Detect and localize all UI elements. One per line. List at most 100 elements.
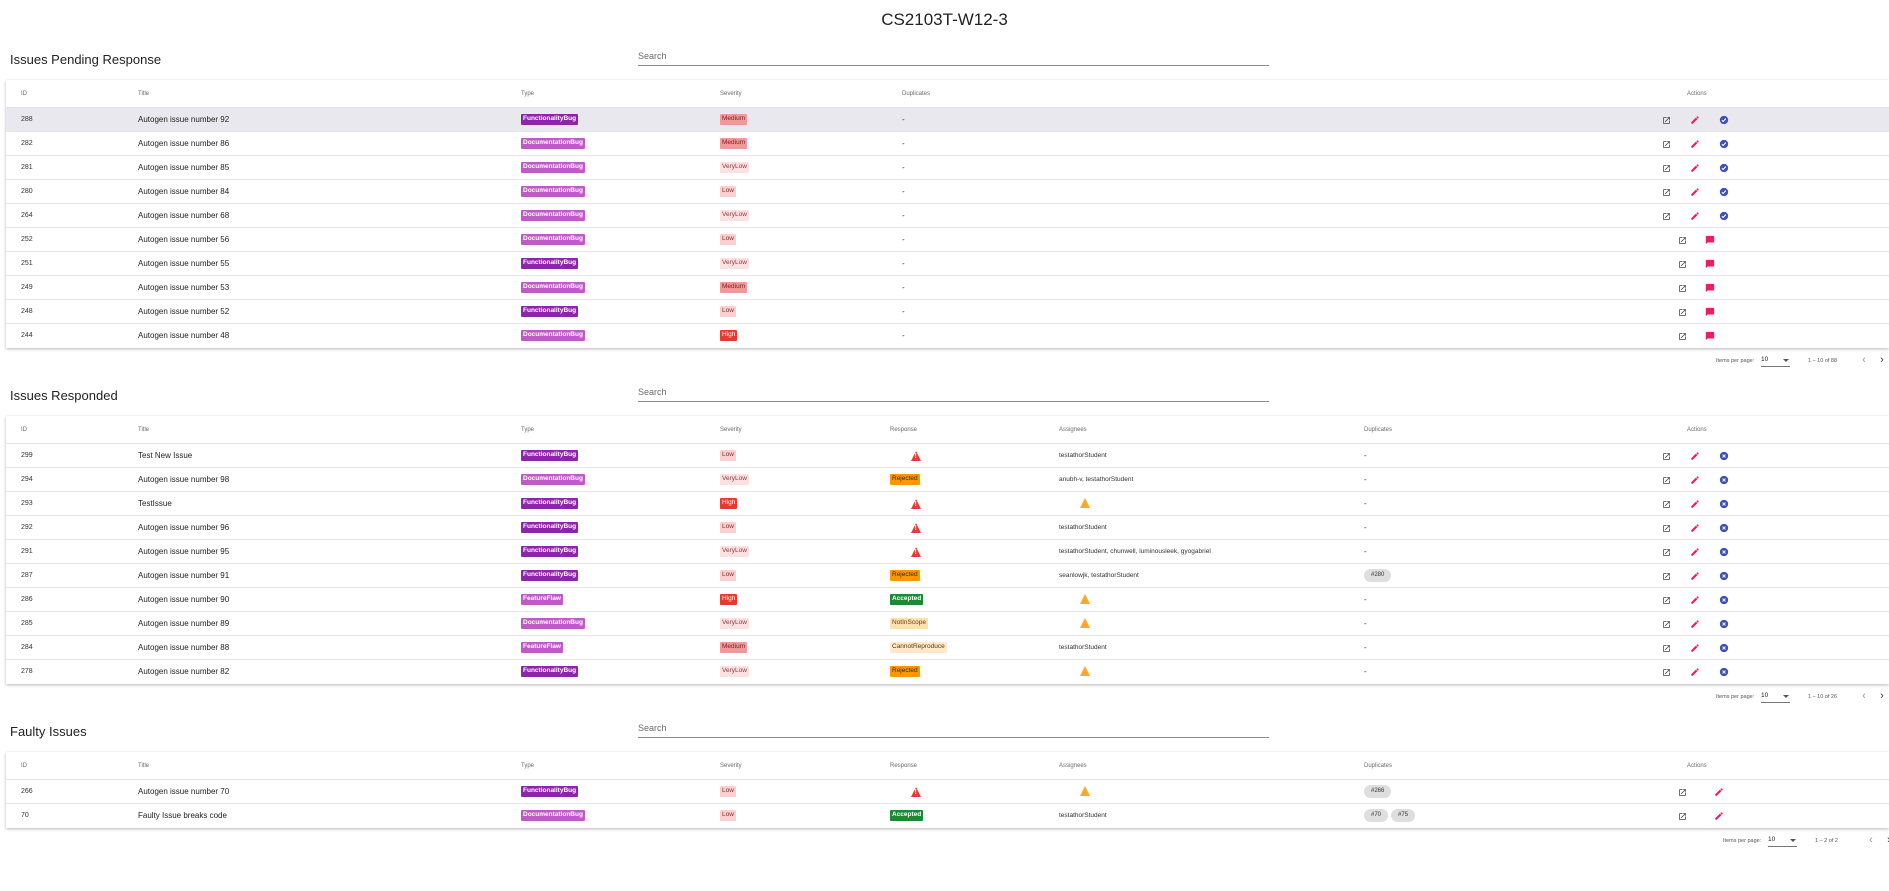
respond-issue-button[interactable] <box>1704 306 1716 318</box>
close-issue-button[interactable] <box>1718 594 1730 606</box>
col-duplicates[interactable]: Duplicates <box>902 91 931 97</box>
table-row[interactable]: 264 Autogen issue number 68 DocumentationB… <box>6 204 1889 228</box>
view-issue-button[interactable] <box>1660 546 1672 558</box>
table-row[interactable]: 251 Autogen issue number 55 FunctionalityB… <box>6 252 1889 276</box>
view-issue-button[interactable] <box>1660 210 1672 222</box>
col-severity[interactable]: Severity <box>720 91 742 97</box>
col-response[interactable]: Response <box>890 427 918 433</box>
previous-page-button[interactable]: ‹ <box>1869 834 1873 846</box>
edit-issue-button[interactable] <box>1713 810 1725 822</box>
view-issue-button[interactable] <box>1660 666 1672 678</box>
view-issue-button[interactable] <box>1660 138 1672 150</box>
next-page-button[interactable]: › <box>1883 834 1889 848</box>
table-row[interactable]: 287 Autogen issue number 91 FunctionalityB… <box>6 564 1889 588</box>
table-row[interactable]: 70 Faulty Issue breaks code DocumentationB… <box>6 804 1889 828</box>
view-issue-button[interactable] <box>1676 306 1688 318</box>
close-issue-button[interactable] <box>1718 450 1730 462</box>
close-issue-button[interactable] <box>1718 522 1730 534</box>
view-issue-button[interactable] <box>1676 258 1688 270</box>
view-issue-button[interactable] <box>1660 618 1672 630</box>
accept-issue-button[interactable] <box>1718 162 1730 174</box>
respond-issue-button[interactable] <box>1704 234 1716 246</box>
view-issue-button[interactable] <box>1660 162 1672 174</box>
duplicate-chip[interactable]: #70 <box>1364 809 1389 823</box>
view-issue-button[interactable] <box>1676 234 1688 246</box>
edit-issue-button[interactable] <box>1689 618 1701 630</box>
close-issue-button[interactable] <box>1718 546 1730 558</box>
view-issue-button[interactable] <box>1660 474 1672 486</box>
view-issue-button[interactable] <box>1660 522 1672 534</box>
view-issue-button[interactable] <box>1660 642 1672 654</box>
view-issue-button[interactable] <box>1676 786 1688 798</box>
col-type[interactable]: Type <box>521 91 535 97</box>
accept-issue-button[interactable] <box>1718 138 1730 150</box>
table-row[interactable]: 286 Autogen issue number 90 FeatureFlaw Hig… <box>6 588 1889 612</box>
previous-page-button[interactable]: ‹ <box>1862 354 1866 366</box>
faulty-search-input[interactable] <box>638 719 1269 737</box>
table-row[interactable]: 248 Autogen issue number 52 FunctionalityB… <box>6 300 1889 324</box>
edit-issue-button[interactable] <box>1689 642 1701 654</box>
table-row[interactable]: 280 Autogen issue number 84 DocumentationB… <box>6 180 1889 204</box>
col-title[interactable]: Title <box>138 763 150 769</box>
respond-issue-button[interactable] <box>1704 258 1716 270</box>
col-response[interactable]: Response <box>890 763 918 769</box>
col-assignees[interactable]: Assignees <box>1059 763 1087 769</box>
edit-issue-button[interactable] <box>1689 114 1701 126</box>
table-row[interactable]: 278 Autogen issue number 82 FunctionalityB… <box>6 660 1889 684</box>
duplicate-chip[interactable]: #75 <box>1391 809 1416 823</box>
col-assignees[interactable]: Assignees <box>1059 427 1087 433</box>
table-row[interactable]: 244 Autogen issue number 48 DocumentationB… <box>6 324 1889 348</box>
col-severity[interactable]: Severity <box>720 763 742 769</box>
view-issue-button[interactable] <box>1660 186 1672 198</box>
table-row[interactable]: 266 Autogen issue number 70 FunctionalityB… <box>6 780 1889 804</box>
edit-issue-button[interactable] <box>1689 138 1701 150</box>
next-page-button[interactable]: › <box>1880 354 1884 366</box>
duplicate-chip[interactable]: #280 <box>1364 569 1392 583</box>
col-id[interactable]: ID <box>21 427 27 433</box>
view-issue-button[interactable] <box>1660 498 1672 510</box>
duplicate-chip[interactable]: #266 <box>1364 785 1392 799</box>
col-type[interactable]: Type <box>521 763 535 769</box>
table-row[interactable]: 281 Autogen issue number 85 DocumentationB… <box>6 156 1889 180</box>
responded-search-input[interactable] <box>638 383 1269 401</box>
edit-issue-button[interactable] <box>1689 498 1701 510</box>
col-id[interactable]: ID <box>21 763 27 769</box>
view-issue-button[interactable] <box>1660 594 1672 606</box>
edit-issue-button[interactable] <box>1689 450 1701 462</box>
respond-issue-button[interactable] <box>1704 330 1716 342</box>
view-issue-button[interactable] <box>1660 450 1672 462</box>
col-duplicates[interactable]: Duplicates <box>1364 427 1393 433</box>
table-row[interactable]: 249 Autogen issue number 53 DocumentationB… <box>6 276 1889 300</box>
close-issue-button[interactable] <box>1718 498 1730 510</box>
col-type[interactable]: Type <box>521 427 535 433</box>
table-row[interactable]: 288 Autogen issue number 92 FunctionalityB… <box>6 108 1889 132</box>
page-size-select[interactable]: 10 <box>1768 834 1797 847</box>
col-title[interactable]: Title <box>138 427 150 433</box>
page-size-select[interactable]: 10 <box>1761 690 1790 703</box>
col-duplicates[interactable]: Duplicates <box>1364 763 1393 769</box>
accept-issue-button[interactable] <box>1718 210 1730 222</box>
close-issue-button[interactable] <box>1718 474 1730 486</box>
view-issue-button[interactable] <box>1676 330 1688 342</box>
page-size-select[interactable]: 10 <box>1761 354 1790 367</box>
table-row[interactable]: 291 Autogen issue number 95 FunctionalityB… <box>6 540 1889 564</box>
next-page-button[interactable]: › <box>1880 690 1884 702</box>
table-row[interactable]: 252 Autogen issue number 56 DocumentationB… <box>6 228 1889 252</box>
table-row[interactable]: 293 TestIssue FunctionalityBug High - <box>6 492 1889 516</box>
edit-issue-button[interactable] <box>1689 522 1701 534</box>
edit-issue-button[interactable] <box>1689 546 1701 558</box>
edit-issue-button[interactable] <box>1689 474 1701 486</box>
close-issue-button[interactable] <box>1718 666 1730 678</box>
view-issue-button[interactable] <box>1676 810 1688 822</box>
edit-issue-button[interactable] <box>1689 666 1701 678</box>
table-row[interactable]: 282 Autogen issue number 86 DocumentationB… <box>6 132 1889 156</box>
table-row[interactable]: 284 Autogen issue number 88 FeatureFlaw Med… <box>6 636 1889 660</box>
edit-issue-button[interactable] <box>1689 210 1701 222</box>
view-issue-button[interactable] <box>1660 114 1672 126</box>
previous-page-button[interactable]: ‹ <box>1862 690 1866 702</box>
table-row[interactable]: 299 Test New Issue FunctionalityBug Low test… <box>6 444 1889 468</box>
col-id[interactable]: ID <box>21 91 27 97</box>
close-issue-button[interactable] <box>1718 618 1730 630</box>
close-issue-button[interactable] <box>1718 570 1730 582</box>
table-row[interactable]: 294 Autogen issue number 98 DocumentationB… <box>6 468 1889 492</box>
